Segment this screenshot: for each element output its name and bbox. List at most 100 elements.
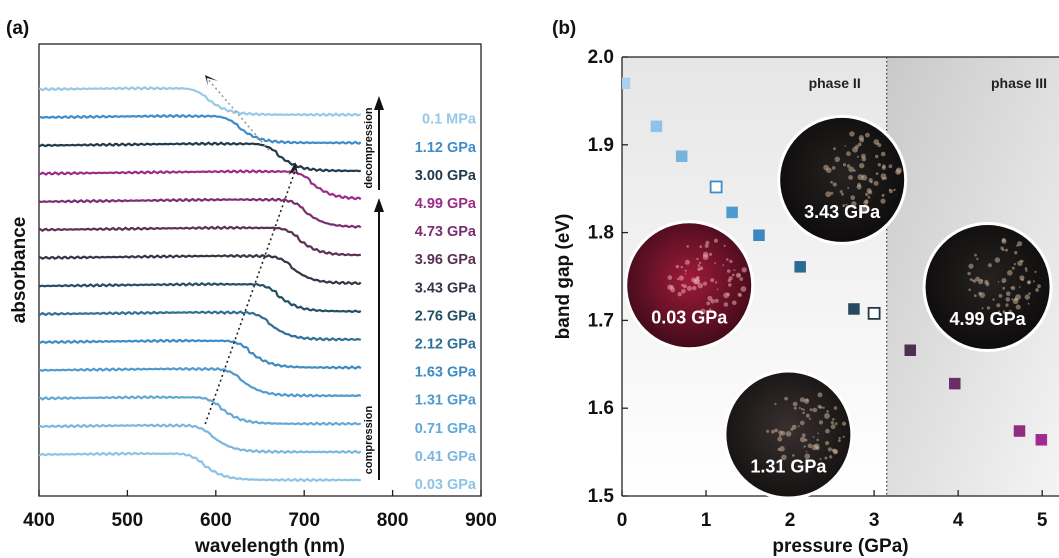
inset-grain [1006, 291, 1011, 297]
inset-grain [722, 264, 725, 266]
spectrum-label-3-43-gpa: 3.43 GPa [415, 280, 477, 296]
inset-grain [706, 301, 711, 306]
inset-grain [739, 277, 744, 281]
decompression-point-3 [867, 306, 881, 320]
inset-grain [726, 258, 729, 261]
inset-grain [774, 428, 778, 433]
inset-grain [1002, 286, 1006, 290]
x-tick-label-400: 400 [23, 510, 55, 531]
compression-point-0-41 [650, 120, 663, 133]
inset-grain [830, 421, 834, 425]
inset-grain [710, 278, 715, 283]
inset-grain [846, 151, 851, 157]
inset-grain [977, 278, 984, 285]
inset-grain [726, 292, 730, 297]
inset-grain [728, 283, 732, 287]
inset-grain [1034, 270, 1037, 273]
inset-grain [684, 272, 687, 275]
x-tick-label-900: 900 [465, 510, 497, 531]
inset-grain [967, 271, 971, 276]
inset-grain [876, 142, 879, 145]
inset-grain [696, 257, 699, 261]
inset-grain [681, 289, 686, 294]
spectrum-line-2-12-gpa [39, 310, 362, 342]
inset-label-0-03-gpa: 0.03 GPa [651, 307, 728, 327]
compression-point-0-71 [675, 150, 688, 162]
inset-grain [861, 156, 867, 162]
inset-grain [729, 259, 733, 264]
inset-grain [684, 269, 687, 272]
inset-grain [692, 285, 697, 291]
inset-grain [971, 279, 975, 282]
inset-grain [994, 257, 1001, 263]
x-tick-label-0: 0 [617, 510, 628, 531]
inset-grain [1021, 278, 1024, 282]
inset-image [627, 223, 752, 348]
inset-grain [667, 275, 673, 280]
inset-grain [841, 192, 844, 196]
inset-image [925, 225, 1050, 350]
inset-grain [809, 408, 813, 412]
x-tick-label-600: 600 [200, 510, 232, 531]
inset-grain [1007, 270, 1013, 276]
inset-grain [998, 294, 1003, 298]
compression-point-1-31 [726, 206, 738, 219]
inset-grain [709, 252, 713, 256]
inset-grain [973, 294, 977, 298]
inset-grain [864, 199, 869, 204]
inset-grain [800, 420, 805, 426]
inset-grain [714, 262, 716, 265]
inset-grain [716, 288, 719, 291]
inset-grain [984, 280, 989, 285]
inset-grain [777, 436, 783, 442]
inset-grain [707, 295, 713, 301]
inset-grain [728, 276, 733, 281]
panel-b-label: (b) [552, 18, 577, 39]
inset-grain [824, 413, 830, 419]
inset-grain [986, 306, 991, 310]
inset-grain [987, 263, 992, 268]
inset-grain [1010, 286, 1013, 289]
inset-grain [1004, 248, 1008, 252]
inset-grain [803, 398, 810, 404]
inset-grain [803, 445, 806, 448]
spectrum-label-0-71-gpa: 0.71 GPa [415, 421, 477, 437]
spectrum-line-3-43-gpa [39, 253, 362, 286]
inset-grain [784, 396, 788, 401]
spectra-chart: 0.03 GPa 0.41 GPa 0.71 GPa 1.31 GPa 1.63 GPa… [9, 43, 497, 557]
spectrum-label-2-12-gpa: 2.12 GPa [415, 337, 477, 353]
inset-grain [1016, 244, 1019, 247]
inset-grain [881, 165, 886, 170]
inset-grain [838, 436, 841, 440]
inset-grain [1008, 309, 1013, 314]
compression-point-2-76 [848, 303, 860, 315]
y-tick-label-1.7: 1.7 [588, 310, 614, 331]
compression-point-1-63 [753, 229, 765, 241]
inset-grain [700, 308, 706, 314]
inset-grain [792, 401, 798, 407]
inset-grain [779, 446, 785, 452]
inset-grain [800, 407, 804, 411]
inset-grain [857, 142, 862, 147]
compression-label: compression [363, 405, 375, 474]
inset-grain [778, 434, 782, 437]
inset-grain [739, 294, 742, 297]
spectrum-line-0-71-gpa [39, 395, 362, 426]
x-axis-label: wavelength (nm) [194, 536, 345, 557]
inset-grain [704, 243, 709, 248]
inset-label-4-99-gpa: 4.99 GPa [950, 309, 1027, 329]
inset-grain [824, 456, 828, 460]
spectrum-line-3-96-gpa [39, 225, 361, 257]
inset-grain [737, 274, 741, 277]
inset-1-31-gpa: 1.31 GPa [723, 369, 854, 500]
inset-grain [875, 172, 879, 176]
phase-ii-label: phase II [809, 75, 861, 91]
compression-point-4-73 [1013, 425, 1026, 437]
spectrum-line-3-00-gpa [39, 141, 361, 173]
spectrum-label-4-73-gpa: 4.73 GPa [415, 224, 477, 240]
inset-grain [880, 198, 886, 204]
x-axis-label: pressure (GPa) [772, 536, 908, 557]
inset-grain [1027, 280, 1031, 284]
inset-grain [968, 288, 971, 292]
inset-grain [1014, 251, 1018, 255]
